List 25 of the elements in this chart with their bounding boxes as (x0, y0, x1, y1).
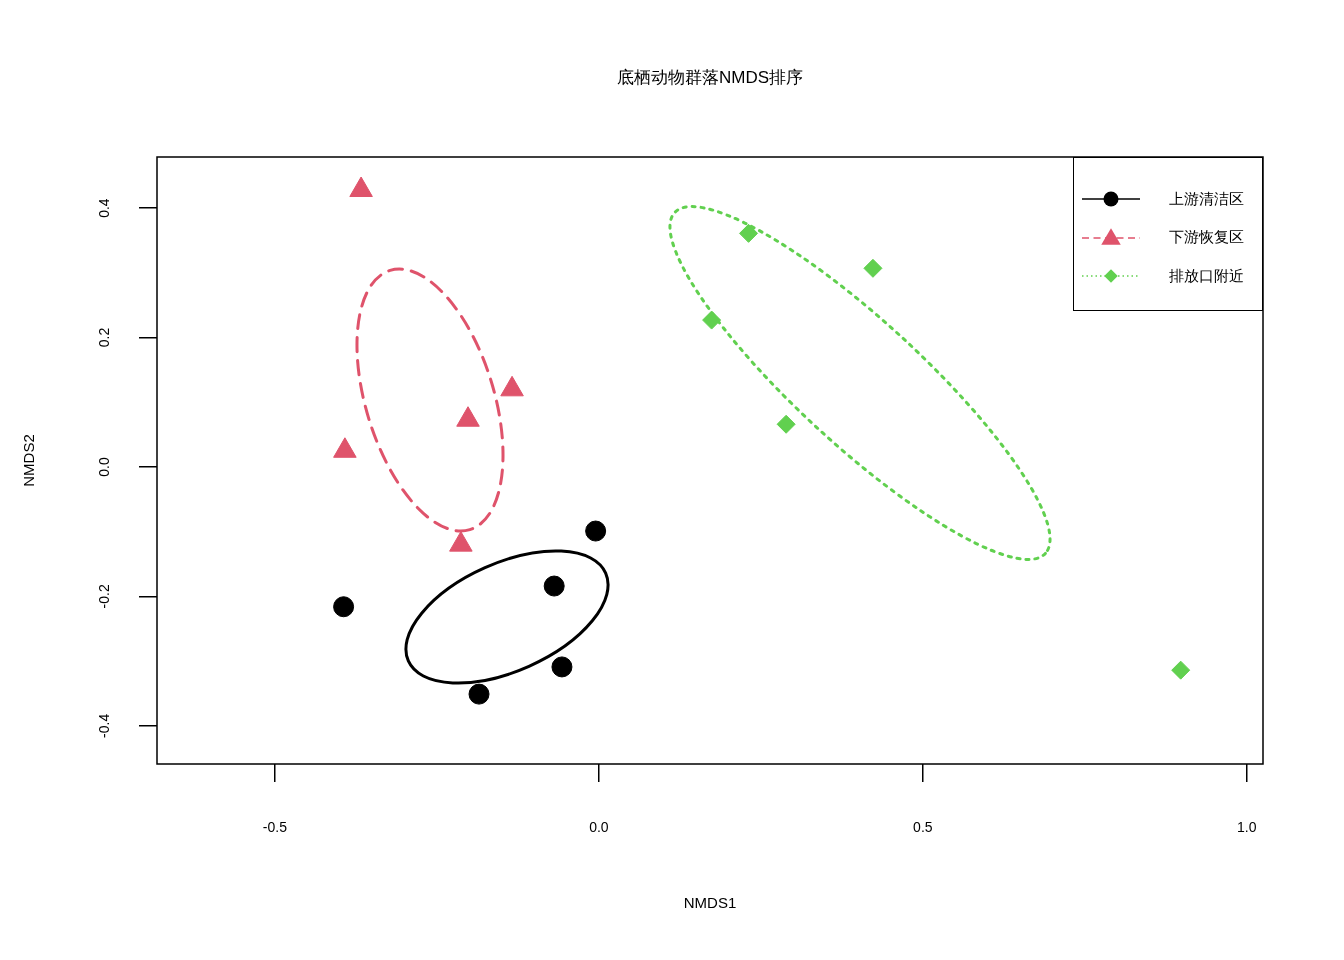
point (739, 223, 759, 243)
y-tick-label: 0.4 (95, 198, 112, 218)
point (468, 683, 490, 705)
x-tick-label: -0.5 (262, 819, 288, 836)
y-axis-title: NMDS2 (20, 434, 38, 487)
legend-label: 下游恢复区 (1169, 228, 1244, 248)
point (1171, 660, 1191, 680)
point (585, 520, 607, 542)
x-axis-title: NMDS1 (683, 894, 737, 912)
point (863, 258, 883, 278)
x-tick-label: 0.5 (913, 819, 933, 836)
point (333, 596, 355, 618)
x-tick-label: 0.0 (589, 819, 609, 836)
x-tick-label: 1.0 (1237, 819, 1257, 836)
point (551, 656, 573, 678)
point (776, 414, 796, 434)
legend-label: 排放口附近 (1169, 266, 1244, 286)
y-tick-label: -0.2 (95, 584, 112, 609)
legend-label: 上游清洁区 (1169, 189, 1244, 209)
point (543, 575, 565, 597)
y-tick-label: 0.2 (95, 327, 112, 348)
y-tick-label: -0.4 (95, 713, 112, 738)
y-tick-label: 0.0 (95, 457, 112, 477)
point (702, 310, 722, 330)
chart-title: 底栖动物群落NMDS排序 (616, 67, 804, 87)
